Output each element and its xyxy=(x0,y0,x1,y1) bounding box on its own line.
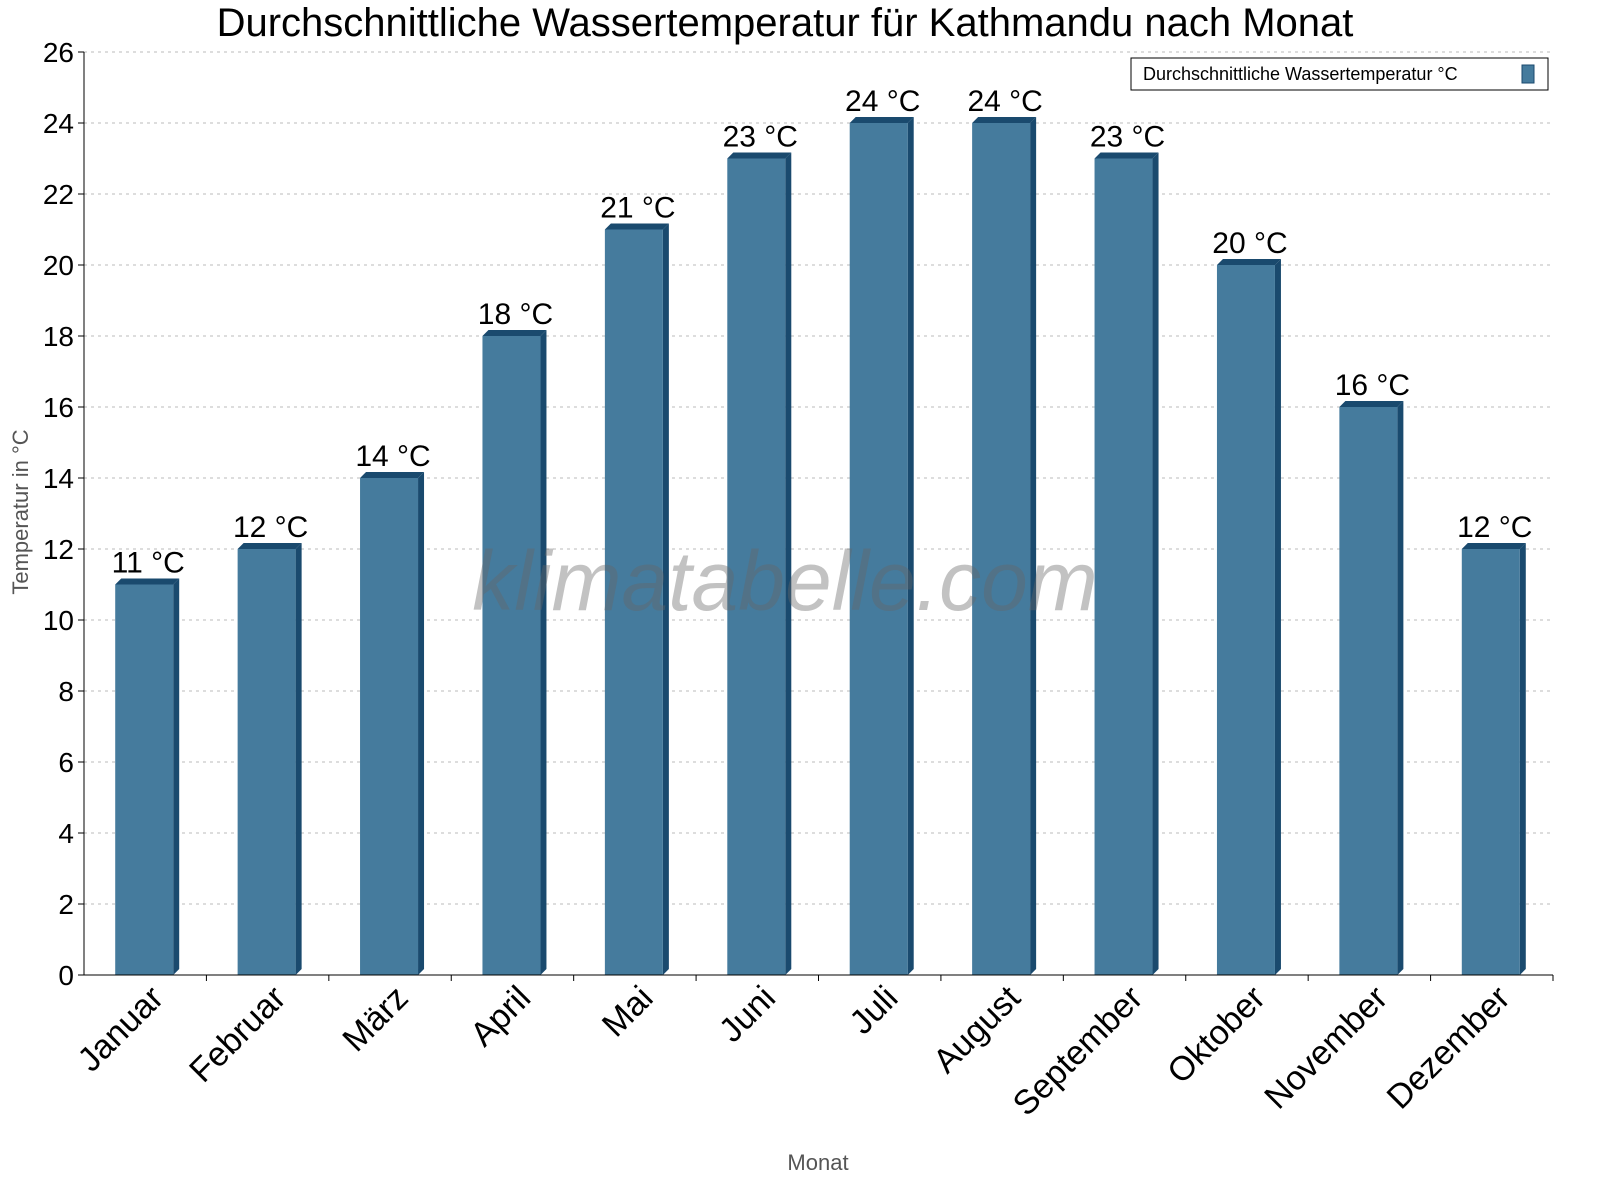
bar-top xyxy=(482,330,547,336)
bar xyxy=(972,123,1031,975)
bar-side xyxy=(1274,259,1281,975)
bar-side xyxy=(662,223,669,975)
x-tick-label: Oktober xyxy=(1160,979,1272,1091)
data-label: 11 °C xyxy=(112,547,185,580)
bar xyxy=(482,336,541,975)
legend-box xyxy=(1130,57,1549,91)
x-tick-label: April xyxy=(463,979,538,1054)
y-tick-label: 24 xyxy=(43,108,74,139)
bar xyxy=(360,478,419,975)
x-tick-label: Juni xyxy=(712,979,783,1050)
y-tick-label: 6 xyxy=(58,747,74,778)
bar-top xyxy=(237,543,302,549)
bar xyxy=(115,584,174,975)
bar xyxy=(849,123,908,975)
x-tick-label: August xyxy=(926,978,1028,1080)
bar-side xyxy=(1519,543,1526,975)
gridlines xyxy=(84,51,1553,905)
bar xyxy=(1216,265,1275,975)
x-tick-label: Mai xyxy=(595,979,661,1045)
y-tick-label: 14 xyxy=(43,463,74,494)
y-tick-label: 22 xyxy=(43,179,74,210)
bar xyxy=(604,229,663,975)
bar-side xyxy=(1397,401,1404,975)
bar-side xyxy=(418,472,425,975)
bar xyxy=(237,549,296,975)
y-tick-label: 16 xyxy=(43,392,74,423)
y-tick-label: 12 xyxy=(43,534,74,565)
legend-label: Durchschnittliche Wassertemperatur °C xyxy=(1143,64,1458,84)
bar-top xyxy=(1339,401,1404,407)
bar xyxy=(1461,549,1520,975)
data-label: 16 °C xyxy=(1335,369,1410,402)
bar xyxy=(1094,158,1153,975)
x-tick-label: Juli xyxy=(842,979,905,1042)
y-tick-label: 18 xyxy=(43,321,74,352)
y-tick-label: 0 xyxy=(58,960,74,991)
y-tick-label: 4 xyxy=(58,818,74,849)
chart-title: Durchschnittliche Wassertemperatur für K… xyxy=(217,1,1354,45)
y-tick-label: 20 xyxy=(43,250,74,281)
data-label: 24 °C xyxy=(845,85,920,118)
y-axis-label: Temperatur in °C xyxy=(8,429,33,594)
bar-top xyxy=(360,472,425,478)
watermark: klimatabelle.com xyxy=(472,534,1098,628)
data-label: 14 °C xyxy=(355,440,430,473)
x-tick-label: Januar xyxy=(70,979,170,1079)
y-tick-label: 10 xyxy=(43,605,74,636)
bar-top xyxy=(727,152,792,159)
bar-top xyxy=(604,223,669,230)
bar-top xyxy=(972,117,1037,123)
bar-side xyxy=(173,578,180,975)
x-tick-label: November xyxy=(1257,979,1395,1117)
data-label: 23 °C xyxy=(1090,121,1165,154)
bar-side xyxy=(785,152,792,975)
x-tick-label: September xyxy=(1006,979,1150,1123)
data-label: 24 °C xyxy=(967,85,1042,118)
bar-side xyxy=(1152,152,1159,975)
x-tick-label: Februar xyxy=(182,979,293,1090)
bar-side xyxy=(295,543,302,975)
bar-top xyxy=(1094,152,1159,159)
bar-side xyxy=(540,330,547,975)
y-tick-label: 2 xyxy=(58,889,74,920)
y-tick-label: 26 xyxy=(43,37,74,68)
legend-swatch xyxy=(1521,64,1535,84)
data-label: 20 °C xyxy=(1212,227,1287,260)
bar-top xyxy=(115,578,180,585)
data-label: 21 °C xyxy=(600,192,675,225)
x-axis-label: Monat xyxy=(787,1150,848,1175)
data-label: 23 °C xyxy=(723,121,798,154)
data-label: 18 °C xyxy=(478,298,553,331)
bar-side xyxy=(1030,117,1037,975)
bar xyxy=(1339,407,1398,975)
data-label: 12 °C xyxy=(1457,511,1532,544)
data-label: 12 °C xyxy=(233,511,308,544)
x-tick-label: Dezember xyxy=(1380,979,1518,1117)
x-axis: Januar Februar März April Mai Juni Juli AugustS… xyxy=(70,974,1554,1123)
bar-top xyxy=(1461,543,1526,549)
bar-side xyxy=(907,117,914,975)
bar-top xyxy=(849,117,914,123)
bar-top xyxy=(1216,259,1281,265)
legend: Durchschnittliche Wassertemperatur °C xyxy=(1130,57,1549,91)
x-tick-label: März xyxy=(335,979,415,1059)
y-tick-label: 8 xyxy=(58,676,74,707)
bar xyxy=(727,158,786,975)
bars: 11 °C 12 °C 14 °C 18 °C 21 °C 23 °C 24 °C 24 °C… xyxy=(112,85,1532,975)
